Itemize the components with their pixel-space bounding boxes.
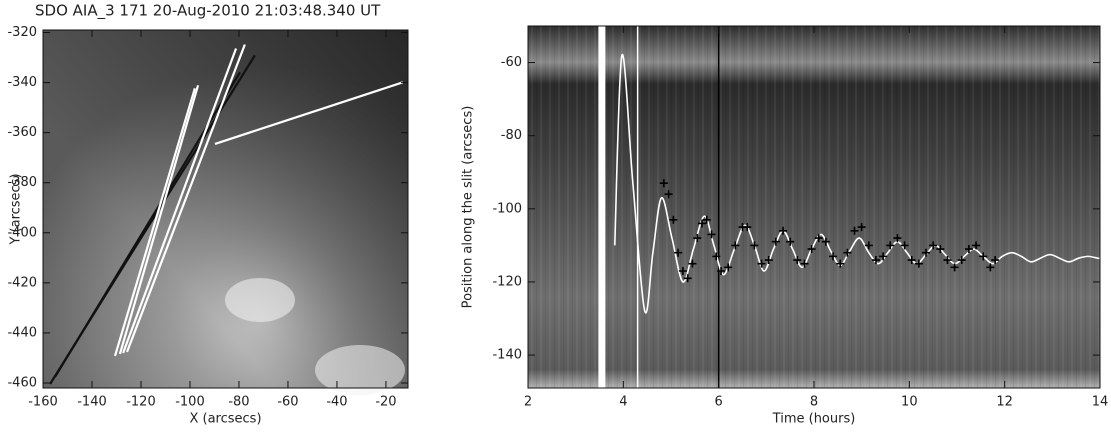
y-tick-label: -320 [7, 25, 37, 40]
data-point [972, 241, 981, 250]
data-point [814, 234, 823, 243]
y-axis-label: Y (arcsecs) [9, 173, 24, 245]
x-axis-label: X (arcsecs) [189, 412, 261, 427]
data-point [836, 259, 845, 268]
data-point [793, 256, 802, 265]
data-point [991, 256, 1000, 265]
data-point [693, 234, 702, 243]
data-point [750, 241, 759, 250]
y-tick-label: -420 [7, 275, 37, 290]
data-point [724, 263, 733, 272]
x-tick-label: -20 [375, 395, 396, 410]
data-point [674, 248, 683, 257]
x-tick-label: 4 [619, 395, 627, 410]
image-shade [43, 30, 408, 388]
data-point [800, 259, 809, 268]
bright-loop [315, 345, 405, 395]
data-point [922, 248, 931, 257]
bright-region [225, 278, 295, 322]
x-tick-label: 10 [901, 395, 918, 410]
y-tick-label: -120 [492, 274, 522, 289]
x-tick-label: -120 [126, 395, 156, 410]
x-tick-label: -140 [77, 395, 107, 410]
data-point [879, 252, 888, 261]
fit-curve [613, 53, 1101, 314]
x-tick-label: -80 [228, 395, 249, 410]
slit [214, 81, 404, 145]
data-point [886, 241, 895, 250]
slit [113, 88, 196, 357]
y-tick-label: -140 [492, 348, 522, 363]
data-point [669, 215, 678, 224]
data-point [712, 252, 721, 261]
slit [118, 85, 200, 355]
x-tick-label: 6 [715, 395, 723, 410]
y-tick-label: -460 [7, 375, 37, 390]
x-tick-label: 12 [996, 395, 1013, 410]
data-point [764, 256, 773, 265]
x-tick-label: 14 [1092, 395, 1109, 410]
y-axis-label: Position along the slit (arcsecs) [461, 106, 476, 309]
data-point [943, 256, 952, 265]
data-point [964, 245, 973, 254]
slit [125, 44, 246, 353]
data-point [771, 237, 780, 246]
data-point [907, 256, 916, 265]
y-tick-label: -340 [7, 75, 37, 90]
data-point [957, 256, 966, 265]
y-tick-label: -400 [7, 225, 37, 240]
y-tick-label: -60 [501, 55, 522, 70]
data-point [857, 223, 866, 232]
data-point [807, 245, 816, 254]
slit [122, 48, 238, 354]
y-tick-label: -380 [7, 175, 37, 190]
x-tick-label: 2 [524, 395, 532, 410]
data-point [871, 256, 880, 265]
data-point [707, 230, 716, 239]
data-point [936, 245, 945, 254]
x-tick-label: 8 [810, 395, 818, 410]
data-point [697, 219, 706, 228]
y-tick-label: -440 [7, 325, 37, 340]
data-point [986, 263, 995, 272]
data-point [979, 252, 988, 261]
y-tick-label: -360 [7, 125, 37, 140]
data-point [757, 259, 766, 268]
data-point [688, 259, 697, 268]
y-tick-label: -80 [501, 128, 522, 143]
data-point [850, 226, 859, 235]
data-point [683, 274, 692, 283]
data-point [664, 190, 673, 199]
data-point [678, 266, 687, 275]
image-texture [528, 26, 1100, 388]
data-point [864, 241, 873, 250]
data-point [893, 234, 902, 243]
x-tick-label: -40 [326, 395, 347, 410]
data-point [731, 241, 740, 250]
data-point [717, 266, 726, 275]
data-point [914, 259, 923, 268]
x-tick-label: -60 [277, 395, 298, 410]
data-point [829, 252, 838, 261]
data-point [929, 241, 938, 250]
data-point [743, 223, 752, 232]
data-point [786, 237, 795, 246]
data-point [702, 215, 711, 224]
plot-frame [42, 29, 409, 389]
x-tick-label: -100 [175, 395, 205, 410]
y-tick-label: -100 [492, 201, 522, 216]
data-point [779, 226, 788, 235]
x-axis-label: Time (hours) [772, 412, 856, 427]
x-tick-label: -160 [28, 395, 58, 410]
data-point [900, 241, 909, 250]
chart-title: SDO AIA_3 171 20-Aug-2010 21:03:48.340 U… [35, 2, 381, 21]
data-point [843, 248, 852, 257]
data-point [821, 237, 830, 246]
data-point [950, 263, 959, 272]
data-point [659, 179, 668, 188]
